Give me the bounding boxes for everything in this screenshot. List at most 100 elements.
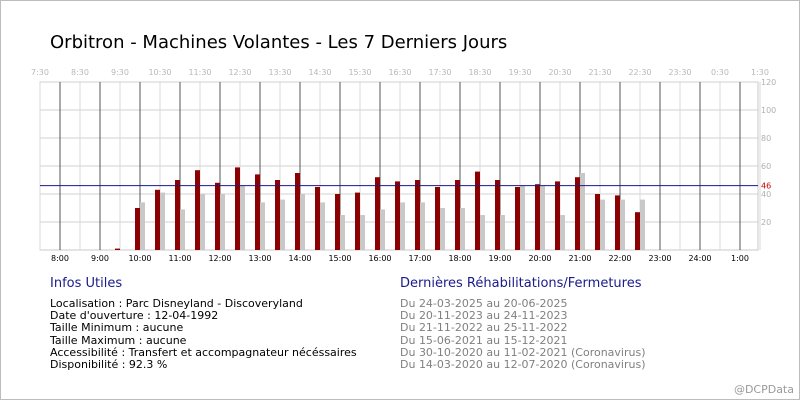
y-tick-label: 80 bbox=[761, 134, 771, 143]
bar-secondary bbox=[140, 202, 145, 250]
info-accessibility: Accessibilité : Transfert et accompagnat… bbox=[50, 345, 357, 359]
bar-secondary bbox=[320, 202, 325, 250]
rehab-period: Du 14-03-2020 au 12-07-2020 (Coronavirus… bbox=[400, 357, 646, 371]
x-top-tick-label: 10:30 bbox=[148, 68, 171, 77]
bar-primary bbox=[355, 192, 360, 250]
x-top-tick-label: 9:30 bbox=[111, 68, 129, 77]
bar-primary bbox=[435, 187, 440, 250]
watermark: @DCPData bbox=[733, 383, 794, 396]
x-top-tick-label: 0:30 bbox=[711, 68, 729, 77]
bar-secondary bbox=[260, 202, 265, 250]
x-top-tick-label: 13:30 bbox=[268, 68, 291, 77]
bar-secondary bbox=[240, 185, 245, 250]
bar-primary bbox=[115, 248, 120, 250]
bar-secondary bbox=[340, 215, 345, 250]
wait-time-chart: 20 40 60 80 100 120 7:30 8:30 9:30 10:30 11:30 12:3… bbox=[31, 68, 776, 263]
x-top-tick-label: 15:30 bbox=[348, 68, 371, 77]
bar-primary bbox=[415, 180, 420, 250]
x-bottom-tick-label: 23:00 bbox=[648, 254, 671, 263]
bar-secondary bbox=[460, 208, 465, 250]
x-top-tick-label: 14:30 bbox=[308, 68, 331, 77]
bar-primary bbox=[455, 180, 460, 250]
bar-primary bbox=[535, 184, 540, 250]
bar-primary bbox=[375, 177, 380, 250]
x-bottom-tick-label: 17:00 bbox=[408, 254, 431, 263]
rehab-period: Du 21-11-2022 au 25-11-2022 bbox=[400, 321, 568, 335]
y-tick-label: 60 bbox=[761, 162, 771, 171]
rehab-period: Du 20-11-2023 au 24-11-2023 bbox=[400, 309, 568, 323]
y-tick-label: 40 bbox=[761, 190, 771, 199]
bar-primary bbox=[615, 195, 620, 250]
bar-primary bbox=[575, 177, 580, 250]
bar-secondary bbox=[420, 202, 425, 250]
bar-secondary bbox=[380, 209, 385, 250]
x-top-tick-label: 17:30 bbox=[428, 68, 451, 77]
y-tick-label: 100 bbox=[761, 106, 776, 115]
x-bottom-tick-label: 15:00 bbox=[328, 254, 351, 263]
x-top-tick-label: 20:30 bbox=[548, 68, 571, 77]
bar-secondary bbox=[520, 185, 525, 250]
info-availability: Disponibilité : 92.3 % bbox=[50, 357, 168, 371]
bar-primary bbox=[395, 181, 400, 250]
bar-secondary bbox=[640, 199, 645, 250]
bar-secondary bbox=[360, 215, 365, 250]
x-bottom-tick-label: 18:00 bbox=[448, 254, 471, 263]
bar-secondary bbox=[280, 199, 285, 250]
bar-secondary bbox=[220, 194, 225, 250]
bar-primary bbox=[135, 208, 140, 250]
x-bottom-tick-label: 14:00 bbox=[288, 254, 311, 263]
bar-secondary bbox=[300, 194, 305, 250]
x-top-tick-label: 8:30 bbox=[71, 68, 89, 77]
y-tick-label: 20 bbox=[761, 218, 771, 227]
bar-primary bbox=[555, 181, 560, 250]
x-top-tick-label: 19:30 bbox=[508, 68, 531, 77]
bar-secondary bbox=[620, 199, 625, 250]
bar-primary bbox=[215, 182, 220, 250]
info-opening-date: Date d'ouverture : 12-04-1992 bbox=[50, 309, 219, 323]
x-top-tick-label: 16:30 bbox=[388, 68, 411, 77]
bar-secondary bbox=[540, 185, 545, 250]
bar-primary bbox=[295, 173, 300, 250]
rehab-period: Du 15-06-2021 au 15-12-2021 bbox=[400, 333, 568, 347]
bar-primary bbox=[315, 187, 320, 250]
x-bottom-tick-label: 12:00 bbox=[208, 254, 231, 263]
x-bottom-tick-label: 10:00 bbox=[128, 254, 151, 263]
x-bottom-tick-label: 21:00 bbox=[568, 254, 591, 263]
average-label: 46 bbox=[761, 182, 771, 191]
bar-secondary bbox=[560, 215, 565, 250]
bar-secondary bbox=[480, 215, 485, 250]
info-max-height: Taille Maximum : aucune bbox=[50, 333, 187, 347]
bar-primary bbox=[275, 180, 280, 250]
bar-secondary bbox=[500, 215, 505, 250]
rehab-heading: Dernières Réhabilitations/Fermetures bbox=[400, 276, 642, 291]
x-top-tick-label: 22:30 bbox=[628, 68, 651, 77]
x-bottom-tick-label: 8:00 bbox=[51, 254, 69, 263]
x-bottom-tick-label: 19:00 bbox=[488, 254, 511, 263]
rehab-period: Du 24-03-2025 au 20-06-2025 bbox=[400, 297, 568, 310]
bar-primary bbox=[255, 174, 260, 250]
x-bottom-tick-label: 13:00 bbox=[248, 254, 271, 263]
rehab-period: Du 30-10-2020 au 11-02-2021 (Coronavirus… bbox=[400, 345, 646, 359]
bar-primary bbox=[175, 180, 180, 250]
x-bottom-tick-label: 24:00 bbox=[688, 254, 711, 263]
rehab-list: Du 24-03-2025 au 20-06-2025 Du 20-11-202… bbox=[400, 297, 646, 371]
x-top-tick-label: 18:30 bbox=[468, 68, 491, 77]
info-list: Localisation : Parc Disneyland - Discove… bbox=[50, 297, 357, 371]
bar-secondary bbox=[160, 192, 165, 250]
bar-secondary bbox=[580, 173, 585, 250]
x-top-tick-label: 23:30 bbox=[668, 68, 691, 77]
chart-title: Orbitron - Machines Volantes - Les 7 Der… bbox=[50, 32, 508, 53]
bar-secondary bbox=[440, 208, 445, 250]
info-location: Localisation : Parc Disneyland - Discove… bbox=[50, 297, 303, 310]
x-top-tick-label: 7:30 bbox=[31, 68, 49, 77]
info-min-height: Taille Minimum : aucune bbox=[50, 321, 184, 335]
x-bottom-tick-label: 22:00 bbox=[608, 254, 631, 263]
x-top-tick-label: 21:30 bbox=[588, 68, 611, 77]
x-top-tick-label: 11:30 bbox=[188, 68, 211, 77]
x-bottom-tick-label: 11:00 bbox=[168, 254, 191, 263]
bar-primary bbox=[235, 167, 240, 250]
bar-primary bbox=[635, 212, 640, 250]
bar-primary bbox=[515, 187, 520, 250]
bar-primary bbox=[155, 189, 160, 250]
bar-secondary bbox=[600, 199, 605, 250]
